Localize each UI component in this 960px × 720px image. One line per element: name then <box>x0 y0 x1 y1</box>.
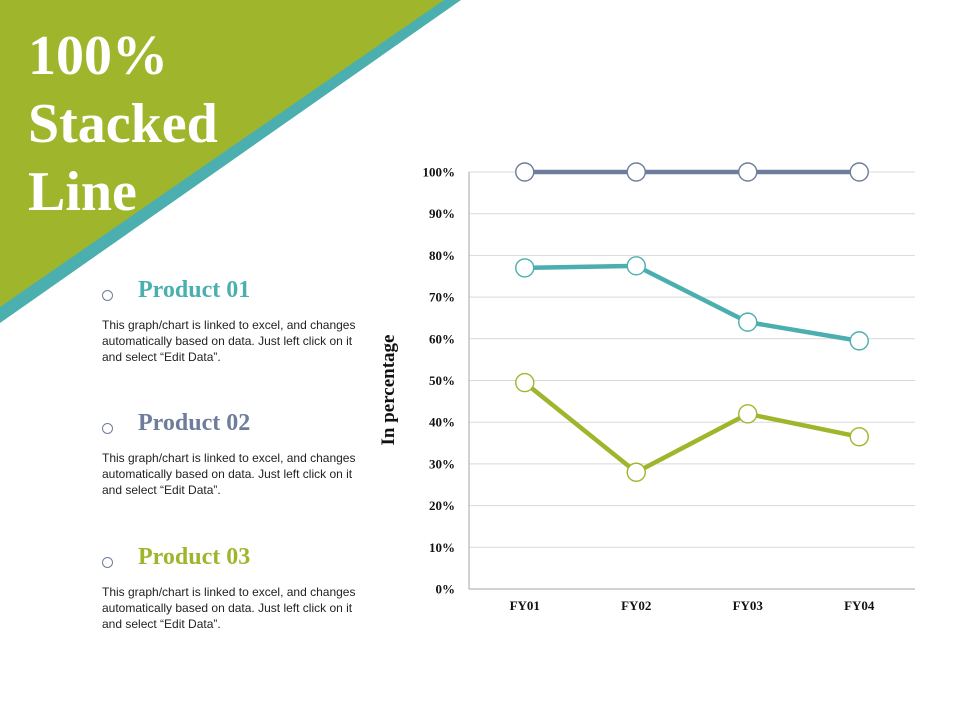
bullet-circle-icon <box>102 423 113 434</box>
x-tick-label: FY02 <box>621 598 651 613</box>
y-tick-label: 100% <box>423 165 456 180</box>
y-tick-label: 30% <box>429 456 455 471</box>
y-tick-label: 60% <box>429 331 455 346</box>
y-tick-label: 40% <box>429 415 455 430</box>
title-line-2: Stacked <box>28 93 218 155</box>
series-2-point <box>515 258 535 278</box>
bullet-circle-icon <box>102 557 113 568</box>
product-02-name: Product 02 <box>138 410 251 436</box>
product-01-description: This graph/chart is linked to excel, and… <box>102 318 356 364</box>
series-2-point <box>738 312 758 332</box>
product-01-name: Product 01 <box>138 277 251 303</box>
x-tick-label: FY03 <box>733 598 764 613</box>
title-line-1: 100% <box>28 25 168 87</box>
y-tick-label: 80% <box>429 248 455 263</box>
y-tick-label: 10% <box>429 540 455 555</box>
series-2-point <box>849 331 869 351</box>
series-3-point <box>849 162 869 182</box>
series-2-point <box>626 256 646 276</box>
product-03-name: Product 03 <box>138 544 251 570</box>
product-02-block: Product 02 This graph/chart is linked to… <box>102 410 372 498</box>
y-tick-label: 90% <box>429 206 455 221</box>
x-tick-label: FY04 <box>844 598 875 613</box>
product-03-block: Product 03 This graph/chart is linked to… <box>102 544 372 632</box>
title-line-3: Line <box>28 161 137 223</box>
series-3-point <box>515 162 535 182</box>
series-3-point <box>738 162 758 182</box>
series-1-line <box>522 380 862 475</box>
series-1-point <box>515 372 535 393</box>
series-1-point <box>849 427 869 447</box>
y-tick-label: 0% <box>436 582 456 597</box>
bullet-circle-icon <box>102 290 113 301</box>
product-03-description: This graph/chart is linked to excel, and… <box>102 585 356 631</box>
x-tick-label: FY01 <box>510 598 540 613</box>
series-1-point <box>626 462 646 482</box>
y-tick-label: 50% <box>429 373 455 388</box>
series-1-point <box>738 404 758 424</box>
y-axis-title: In percentage <box>378 335 399 446</box>
product-01-block: Product 01 This graph/chart is linked to… <box>102 277 372 365</box>
y-tick-label: 20% <box>429 498 455 513</box>
slide-title: 100% Stacked Line <box>28 22 218 226</box>
y-tick-label: 70% <box>429 290 455 305</box>
series-2-line <box>522 263 862 344</box>
banner-green-triangle <box>0 0 444 307</box>
product-02-description: This graph/chart is linked to excel, and… <box>102 451 356 497</box>
series-3-point <box>626 162 646 182</box>
